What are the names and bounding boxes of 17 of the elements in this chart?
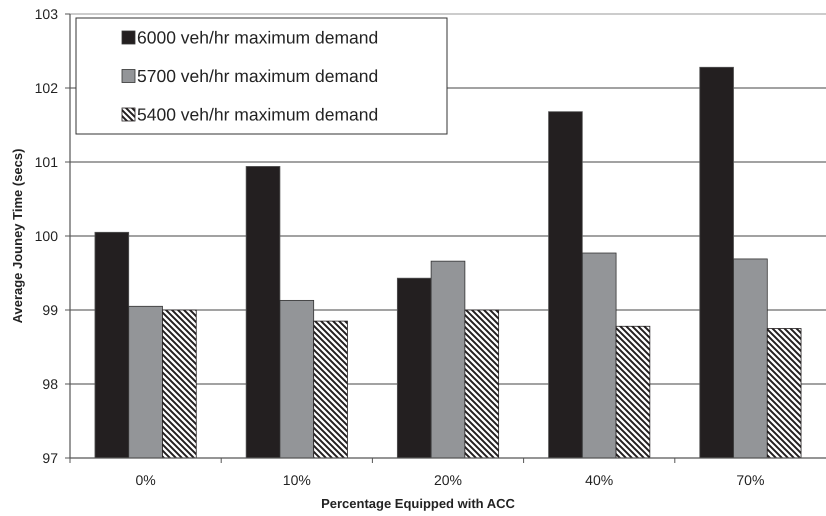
x-tick-label: 40% (585, 472, 614, 488)
y-axis-title: Average Jouney Time (secs) (10, 148, 25, 324)
y-tick-label: 101 (34, 154, 58, 170)
y-tick-label: 99 (42, 302, 58, 318)
y-tick-label: 103 (34, 6, 58, 22)
x-tick-label: 0% (135, 472, 156, 488)
legend-label: 5700 veh/hr maximum demand (137, 66, 378, 86)
x-tick-label: 70% (736, 472, 764, 488)
y-tick-label: 100 (34, 228, 58, 244)
legend-label: 5400 veh/hr maximum demand (137, 104, 378, 125)
legend-label: 6000 veh/hr maximum demand (137, 28, 378, 48)
y-tick-label: 102 (34, 80, 58, 96)
y-tick-label: 97 (42, 450, 58, 466)
x-tick-label: 20% (434, 472, 462, 488)
x-tick-label: 10% (282, 472, 311, 488)
x-axis-title: Percentage Equipped with ACC (321, 496, 516, 511)
y-tick-label: 98 (42, 376, 58, 392)
